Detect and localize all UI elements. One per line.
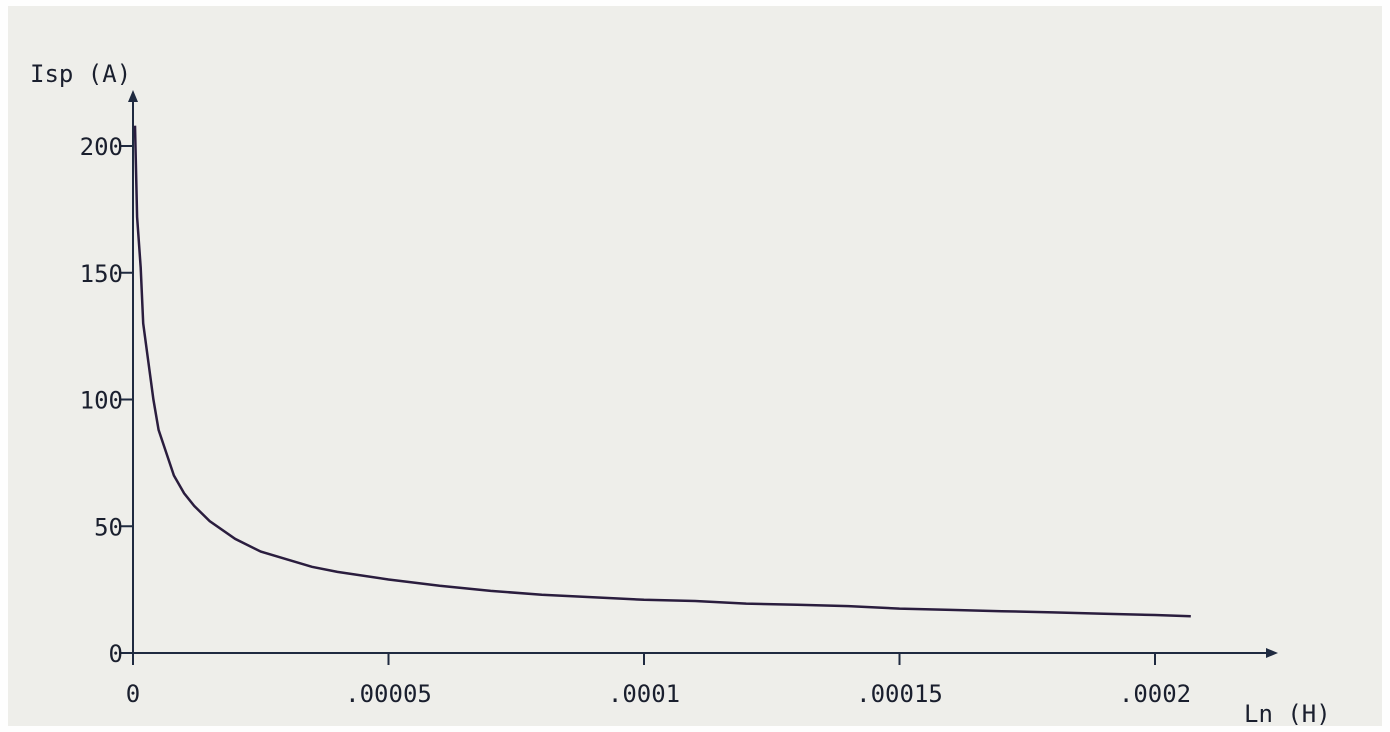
axes bbox=[128, 90, 1278, 658]
x-tick-label: .0002 bbox=[1119, 680, 1191, 708]
chart-background bbox=[8, 6, 1382, 726]
series-line bbox=[133, 125, 1191, 618]
y-tick-label: 150 bbox=[80, 260, 123, 288]
x-axis-arrow bbox=[1266, 648, 1278, 658]
y-tick-label: 0 bbox=[109, 640, 123, 668]
y-ticks: 0 50 100 150 200 bbox=[80, 133, 133, 668]
y-tick-label: 50 bbox=[94, 513, 123, 541]
y-axis-arrow bbox=[128, 90, 138, 102]
y-axis-title: Isp (A) bbox=[30, 60, 131, 88]
y-tick-label: 200 bbox=[80, 133, 123, 161]
y-tick-label: 100 bbox=[80, 387, 123, 415]
x-tick-label: .0001 bbox=[608, 680, 680, 708]
series-layer bbox=[133, 125, 1191, 618]
x-axis-title: Ln (H) bbox=[1244, 700, 1331, 728]
x-tick-label: 0 bbox=[126, 680, 140, 708]
x-ticks: 0 .00005 .0001 .00015 .0002 bbox=[126, 653, 1191, 708]
x-tick-label: .00015 bbox=[856, 680, 943, 708]
x-tick-label: .00005 bbox=[345, 680, 432, 708]
